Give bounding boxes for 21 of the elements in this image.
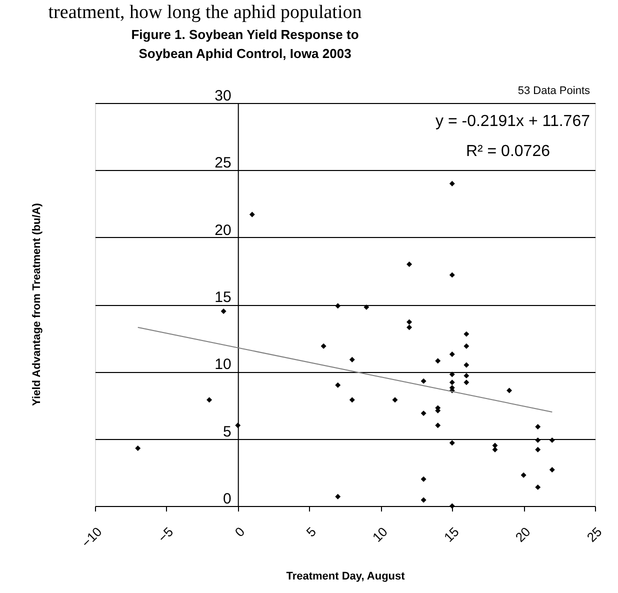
y-tick-label: 5 (223, 423, 232, 440)
y-tick-label: 15 (214, 289, 232, 306)
x-tick-label: 20 (512, 524, 534, 545)
annotation: R² = 0.0726 (466, 143, 550, 160)
y-tick-label: 10 (214, 356, 232, 374)
x-tick-label: 5 (303, 524, 319, 540)
x-tick-label: 15 (441, 524, 462, 545)
text: treatment, how long the aphid population (48, 2, 362, 23)
text: 53 Data Points (518, 85, 590, 97)
y-tick-label: 0 (223, 490, 232, 508)
y-tick-label: 25 (214, 154, 232, 172)
y-tick-label: 20 (214, 222, 232, 239)
chart-title: Figure 1. Soybean Yield Response to Soybean Aphid Control, Iowa 2003 (131, 27, 359, 61)
y-axis-title: Yield Advantage from Treatment (bu/A) (31, 202, 43, 406)
x-tick-label: 25 (584, 524, 605, 545)
y-tick-label: 30 (214, 88, 232, 104)
x-tick-label: 10 (370, 524, 390, 545)
x-tick-label: −10 (78, 524, 105, 550)
x-tick-label: −5 (155, 524, 176, 546)
annotation: y = -0.2191x + 11.767 (436, 113, 590, 130)
x-axis-title: Treatment Day, August (286, 570, 406, 582)
